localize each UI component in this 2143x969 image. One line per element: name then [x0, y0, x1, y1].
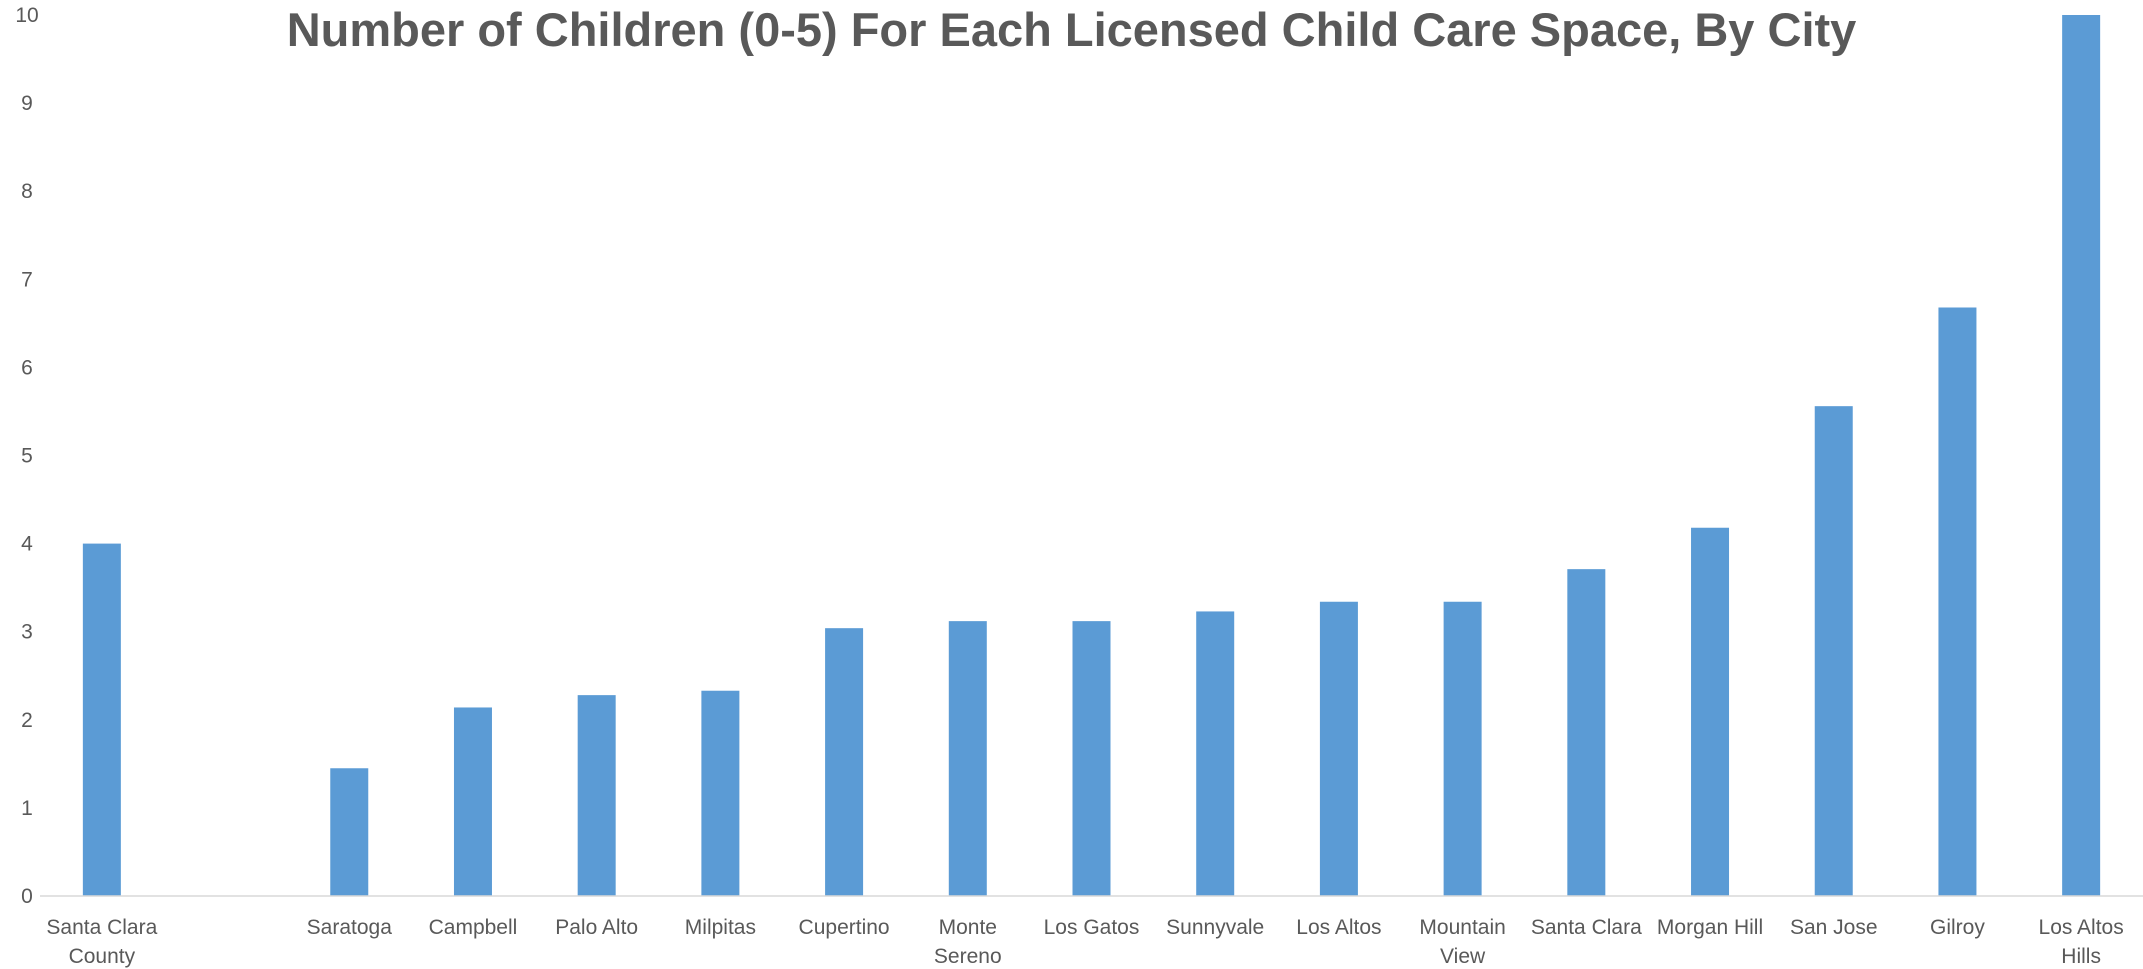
y-tick-label: 5: [21, 445, 33, 468]
x-category-label: Cupertino: [799, 916, 890, 939]
y-tick-label: 3: [21, 621, 33, 644]
x-category-label: Monte Sereno: [934, 916, 1002, 968]
bar: [82, 543, 121, 896]
bar: [2062, 15, 2101, 896]
x-category-label: Los Altos Hills: [2039, 916, 2124, 968]
x-category-label: Gilroy: [1930, 916, 1985, 939]
bar: [1072, 621, 1111, 896]
y-axis-ticks: 0 1 2 3 4 5 6 7 8 9 10: [15, 4, 38, 908]
bar: [577, 695, 616, 896]
y-tick-label: 7: [21, 268, 33, 291]
x-category-label: Los Altos: [1296, 916, 1381, 939]
y-tick-label: 4: [21, 533, 33, 556]
bar: [1938, 307, 1977, 896]
x-category-label: San Jose: [1790, 916, 1878, 939]
bar: [701, 690, 740, 896]
bar: [330, 768, 369, 896]
bar: [453, 707, 492, 896]
bar: [1691, 527, 1730, 896]
chart-title: Number of Children (0-5) For Each Licens…: [286, 3, 1857, 56]
x-category-label: Santa Clara County: [46, 916, 157, 968]
y-tick-label: 10: [15, 4, 38, 27]
y-tick-label: 9: [21, 92, 33, 115]
x-category-label: Mountain View: [1419, 916, 1505, 968]
x-category-label: Los Gatos: [1044, 916, 1140, 939]
y-tick-label: 0: [21, 885, 33, 908]
bar: [1567, 569, 1606, 896]
y-tick-label: 1: [21, 797, 33, 820]
y-tick-label: 8: [21, 180, 33, 203]
x-category-label: Santa Clara: [1531, 916, 1642, 939]
bar: [1814, 406, 1853, 896]
y-tick-label: 2: [21, 709, 33, 732]
x-category-label: Morgan Hill: [1657, 916, 1763, 939]
bar: [1196, 611, 1235, 896]
x-category-label: Sunnyvale: [1166, 916, 1264, 939]
bars: [82, 15, 2101, 896]
bar: [825, 628, 864, 896]
x-category-label: Campbell: [429, 916, 518, 939]
bar: [1319, 601, 1358, 896]
x-category-label: Saratoga: [307, 916, 393, 939]
bar: [948, 621, 987, 896]
bar: [1443, 601, 1482, 896]
x-category-label: Palo Alto: [555, 916, 638, 939]
y-tick-label: 6: [21, 356, 33, 379]
x-category-label: Milpitas: [685, 916, 756, 939]
